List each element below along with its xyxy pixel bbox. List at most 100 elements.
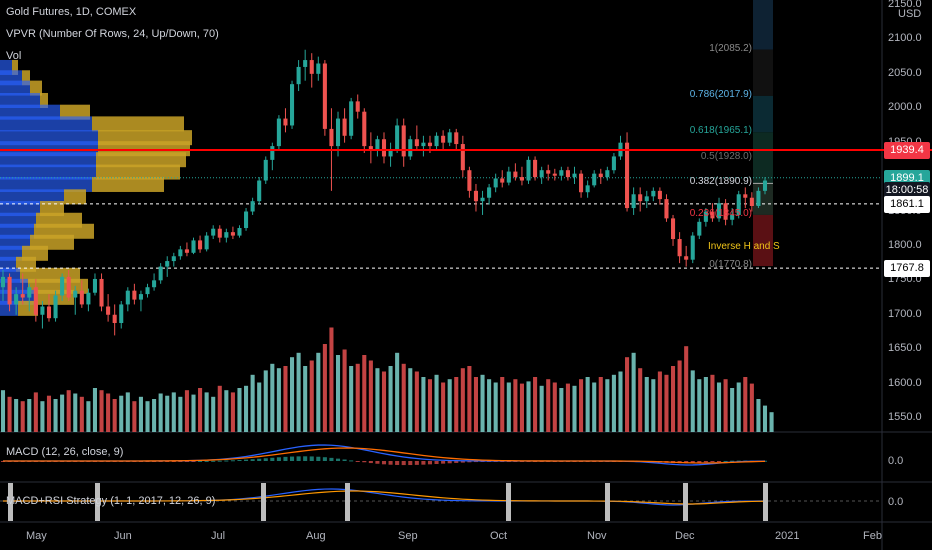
candle-body <box>145 287 150 295</box>
indicator-vpvr-label[interactable]: VPVR (Number Of Rows, 24, Up/Down, 70) <box>6 28 219 40</box>
volume-bar <box>506 382 511 432</box>
price-tick-label: 2000.0 <box>888 101 922 114</box>
candle-body <box>559 170 564 176</box>
candle-body <box>670 218 676 240</box>
candle-body <box>395 125 400 150</box>
candle-body <box>283 118 288 126</box>
candle-body <box>138 294 143 300</box>
volume-bar <box>730 388 735 432</box>
macd-histogram-bar <box>270 457 275 461</box>
candle-body <box>401 125 406 157</box>
volume-bar <box>86 401 91 432</box>
candle-body <box>335 118 341 147</box>
candle-body <box>526 159 531 181</box>
volume-bar <box>165 395 170 432</box>
macd-axis-zero: 0.0 <box>888 455 904 467</box>
macd-histogram-bar <box>198 460 203 462</box>
candle-body <box>539 170 544 178</box>
fib-level-label: 0.382(1890.9) <box>689 176 752 188</box>
candle-body <box>546 170 551 174</box>
candle-body <box>125 290 130 305</box>
volume-bar <box>625 357 630 432</box>
volume-bar <box>454 377 459 432</box>
macd-signal-line <box>3 447 766 464</box>
volume-bar <box>20 401 25 432</box>
macd-histogram-bar <box>296 456 301 461</box>
macd-histogram-bar <box>395 461 400 465</box>
volume-bar <box>605 379 610 432</box>
candle-body <box>427 142 433 147</box>
volume-bar <box>283 366 288 432</box>
volume-bar <box>395 352 400 432</box>
candle-body <box>329 128 334 147</box>
macd-histogram-bar <box>447 461 452 464</box>
fib-zone <box>753 95 773 133</box>
candle-body <box>66 276 71 298</box>
candle-body <box>303 60 308 67</box>
strategy-panel-label[interactable]: MACD+RSI Strategy (1, 1, 2017, 12, 26, 9… <box>6 495 216 507</box>
candle-body <box>631 194 636 209</box>
candle-body <box>132 290 137 300</box>
volume-bar <box>349 366 354 432</box>
macd-histogram-bar <box>414 461 419 465</box>
volume-bar <box>703 377 708 432</box>
volume-bar <box>565 383 570 432</box>
date-tick-label: Jul <box>211 530 226 542</box>
macd-histogram-bar <box>204 460 209 462</box>
chart-title: Gold Futures, 1D, COMEX <box>6 6 137 18</box>
pattern-annotation[interactable]: Inverse H and S <box>708 241 780 252</box>
fib-level-label: 0.236(1845.0) <box>689 207 752 219</box>
candle-body <box>362 111 367 147</box>
indicator-vol-label[interactable]: Vol <box>6 50 22 62</box>
volume-bar <box>710 374 715 432</box>
volume-bar <box>762 405 768 432</box>
candle-body <box>519 177 524 181</box>
strategy-signal-marker <box>683 483 688 521</box>
volume-bar <box>467 366 472 432</box>
candle-body <box>211 228 216 236</box>
candle-body <box>263 159 268 181</box>
macd-histogram-bar <box>427 461 433 465</box>
volume-bar <box>257 382 262 432</box>
price-tick-label: 1550.0 <box>888 411 922 423</box>
volume-bar <box>40 401 45 432</box>
volume-bar <box>611 374 616 432</box>
strategy-signal-marker <box>345 483 350 521</box>
date-tick-label: Oct <box>490 530 508 542</box>
candle-body <box>158 266 163 281</box>
macd-histogram-bar <box>355 461 360 462</box>
volume-bar <box>335 355 341 432</box>
strategy-signal-marker <box>95 483 100 521</box>
candle-body <box>651 190 656 197</box>
volume-bar <box>638 368 643 432</box>
macd-histogram-bar <box>723 460 728 462</box>
volume-bar <box>697 379 702 432</box>
macd-histogram-bar <box>322 457 327 461</box>
volume-bar <box>401 363 406 432</box>
candle-body <box>625 142 630 209</box>
macd-panel-label[interactable]: MACD (12, 26, close, 9) <box>6 446 124 458</box>
macd-histogram-bar <box>289 456 295 461</box>
volume-bar <box>263 370 268 432</box>
macd-histogram-bar <box>467 461 472 463</box>
candle-body <box>756 190 761 206</box>
candle-body <box>355 101 360 112</box>
candle-body <box>33 287 38 315</box>
candle-body <box>460 144 465 171</box>
volume-bar <box>171 392 176 432</box>
volume-bar <box>526 381 531 432</box>
candle-body <box>92 278 98 293</box>
volume-bar <box>250 374 255 432</box>
volume-bar <box>500 377 505 432</box>
candle-body <box>257 180 262 202</box>
candle-body <box>572 173 577 178</box>
candle-body <box>408 139 413 157</box>
candle-body <box>664 199 669 219</box>
vpvr-down-bar <box>64 189 86 205</box>
candle-body <box>224 232 229 238</box>
macd-histogram-bar <box>244 459 249 461</box>
macd-histogram-bar <box>184 461 189 462</box>
volume-bar <box>276 368 281 432</box>
